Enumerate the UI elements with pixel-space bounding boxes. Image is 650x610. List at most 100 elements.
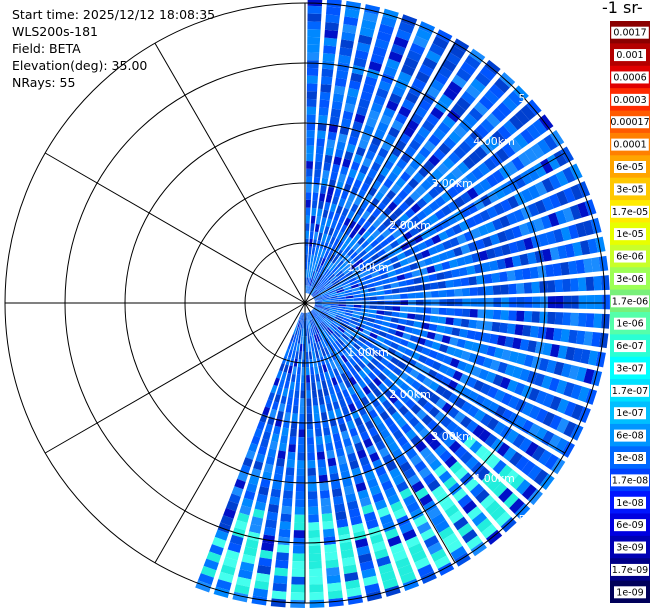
ray-gate [394, 388, 405, 399]
ray-gate [465, 84, 481, 99]
ray-gate [395, 557, 411, 570]
ray-gate [326, 449, 335, 459]
ray-gate [458, 220, 470, 232]
ray-gate [446, 308, 455, 316]
ray-gate [389, 255, 399, 264]
ray-gate [390, 341, 400, 350]
ray-gate [520, 188, 534, 203]
ray-gate [317, 248, 323, 257]
colorbar-label-bg [614, 496, 646, 509]
ray-gate [203, 558, 219, 571]
ray-gate [324, 29, 339, 39]
ray-gate [326, 402, 334, 412]
ray-gate [306, 382, 311, 391]
ray-gate [340, 242, 348, 252]
ray-gate [311, 279, 316, 287]
ray-gate [317, 122, 327, 132]
ray-gate [512, 433, 526, 449]
ray-gate [463, 435, 477, 449]
ray-gate [320, 257, 326, 266]
ray-gate [500, 199, 512, 213]
ray-gate [400, 171, 412, 183]
ray-gate [427, 479, 441, 492]
ray-gate [342, 343, 350, 352]
ray-gate [344, 236, 353, 245]
ray-gate [330, 352, 337, 361]
ray-gate [410, 215, 421, 226]
colorbar-label: 1e-09 [616, 587, 643, 598]
ray-gate [485, 371, 497, 384]
ray-gate [320, 322, 327, 330]
ray-gate [507, 90, 524, 107]
ray-gate [496, 442, 511, 457]
ray-gate [461, 308, 471, 317]
ray-gate [323, 45, 337, 55]
ray-gate [380, 357, 390, 367]
ray-gate [382, 259, 392, 267]
ray-gate [431, 485, 446, 499]
ray-gate [364, 325, 373, 332]
ray-gate [262, 534, 275, 544]
ray-gate [568, 329, 578, 344]
ray-gate [345, 370, 353, 379]
ray-gate [314, 301, 323, 303]
ray-gate [522, 325, 532, 337]
ray-gate [504, 256, 514, 269]
ray-gate [311, 350, 316, 359]
ray-gate [323, 536, 336, 546]
ray-gate [307, 254, 311, 263]
colorbar-label-bg [611, 384, 649, 397]
ray-gate [432, 36, 449, 50]
ray-gate [418, 466, 432, 479]
ray-gate [590, 217, 602, 234]
ray-gate [477, 224, 489, 237]
ray-gate [344, 150, 354, 161]
ray-gate [443, 270, 453, 279]
ray-gate [534, 250, 545, 263]
ray-gate [424, 433, 436, 445]
ray-gate [298, 351, 302, 360]
ray-gate [320, 291, 329, 296]
ray-gate [306, 269, 310, 278]
ray-gate [310, 319, 315, 328]
ray-gate [310, 270, 314, 279]
ray-gate [327, 335, 335, 344]
ray-gate [351, 434, 362, 445]
ray-gate [308, 286, 312, 294]
ray-gate [324, 371, 331, 380]
ray-gate [357, 360, 366, 369]
ray-gate [291, 350, 296, 359]
ray-gate [357, 322, 366, 329]
ray-gate [453, 196, 466, 208]
instrument-label: WLS200s-181 [12, 24, 98, 39]
ray-gate [327, 186, 335, 196]
ray-gate [498, 464, 513, 480]
ray-gate [456, 338, 466, 349]
colorbar-label: 1e-08 [616, 498, 643, 509]
ray-gate [365, 150, 376, 161]
ray-gate [526, 370, 538, 385]
ray-gate [315, 428, 323, 437]
ray-gate [463, 254, 474, 265]
ray-gate [485, 135, 500, 150]
ray-gate [273, 575, 288, 585]
ray-gate [432, 424, 445, 437]
ray-gate [330, 305, 339, 308]
ray-gate [509, 498, 525, 514]
ray-gate [272, 582, 287, 592]
ray-gate [356, 545, 371, 556]
ray-gate [324, 543, 337, 553]
ray-gate [299, 398, 305, 407]
ray-gate [292, 405, 299, 414]
ray-gate [531, 311, 540, 323]
ray-gate [400, 571, 417, 584]
ray-gate [325, 317, 333, 324]
ray-gate [322, 304, 331, 307]
ray-gate [370, 533, 384, 545]
ray-gate [328, 369, 335, 379]
ray-gate [281, 505, 292, 515]
ray-gate [358, 34, 373, 46]
ray-gate [310, 278, 315, 287]
ray-gate [376, 305, 385, 310]
ray-gate [358, 139, 369, 150]
